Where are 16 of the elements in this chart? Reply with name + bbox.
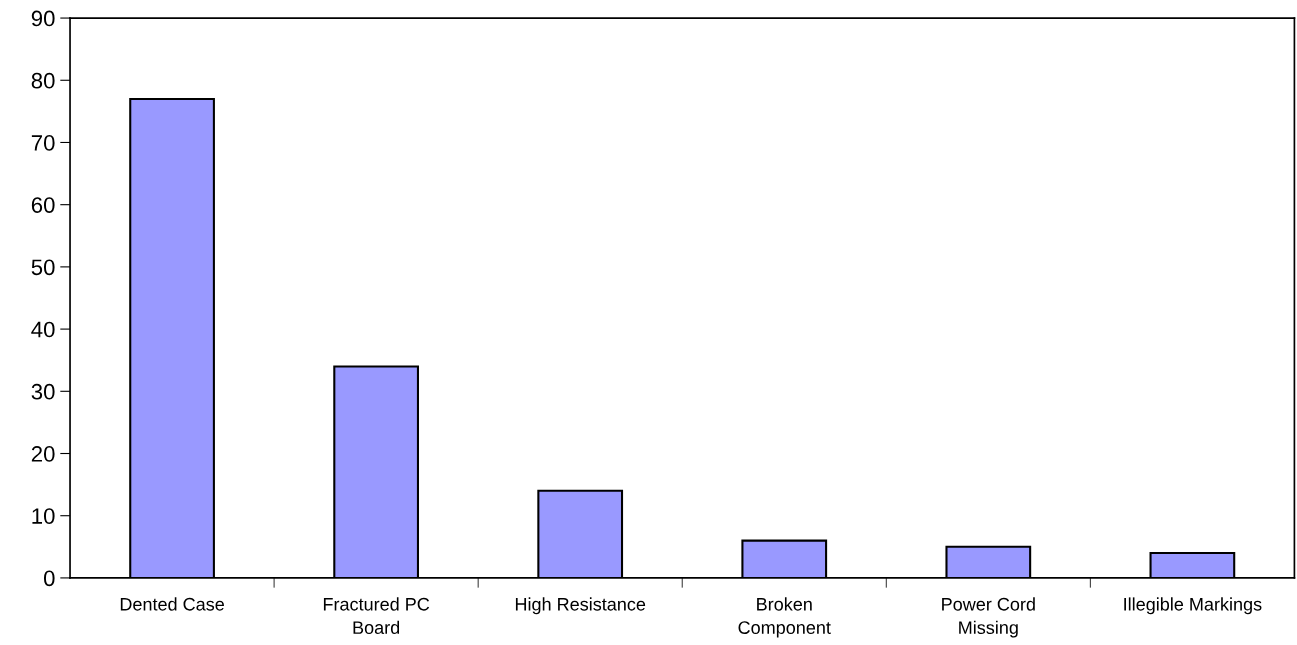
x-tick-label: Illegible Markings: [1124, 597, 1262, 615]
y-tick-label: 80: [31, 72, 55, 89]
y-tick-label: 0: [43, 570, 55, 587]
x-tick-label: Fractured PC Board: [323, 597, 430, 634]
y-tick-label: 70: [31, 135, 55, 151]
x-tick-label: High Resistance: [515, 597, 646, 615]
y-tick-label: 20: [31, 446, 55, 462]
x-tick-label: Broken Component: [738, 597, 831, 638]
x-tick-label: Dented Case: [120, 597, 224, 611]
y-tick-label: 40: [31, 321, 55, 338]
x-tick-label: Power Cord Missing: [942, 597, 1035, 638]
y-tick-label: 90: [31, 10, 55, 27]
y-tick-label: 60: [31, 197, 55, 213]
y-tick-label: 50: [31, 259, 55, 276]
y-tick-label: 30: [31, 383, 55, 400]
y-tick-label: 10: [32, 508, 55, 524]
